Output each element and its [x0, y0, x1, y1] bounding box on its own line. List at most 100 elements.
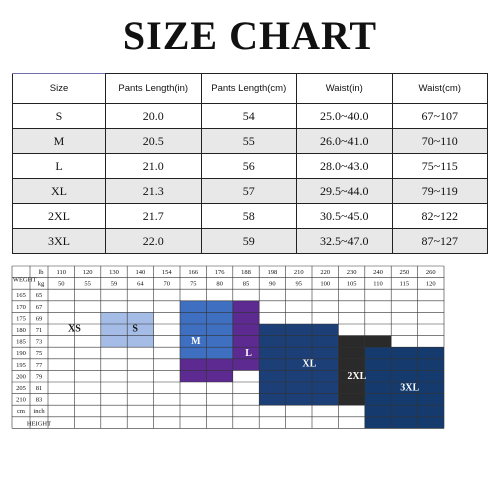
kg-value: 85 — [243, 281, 250, 288]
pants-length-cm-cell: 57 — [200, 178, 297, 204]
lb-value: 240 — [373, 269, 383, 276]
lb-value: 166 — [188, 269, 199, 276]
kg-value: 80 — [216, 281, 223, 288]
waist-in-cell: 29.5~44.0 — [296, 178, 393, 204]
size-table-header-row: Size Pants Length(in) Pants Length(cm) W… — [12, 73, 488, 104]
height-cm-value: 200 — [16, 373, 26, 380]
height-cm-value: 210 — [16, 397, 26, 404]
inch-label: inch — [33, 408, 45, 415]
height-inch-value: 75 — [36, 350, 43, 357]
kg-value: 70 — [164, 281, 171, 288]
lb-value: 198 — [268, 269, 278, 276]
size-band-label: XL — [302, 358, 316, 369]
kg-value: 120 — [426, 281, 436, 288]
size-table: Size Pants Length(in) Pants Length(cm) W… — [12, 73, 488, 254]
waist-cm-header: Waist(cm) — [391, 73, 488, 104]
pants-length-in-cell: 21.0 — [105, 153, 202, 179]
height-inch-value: 73 — [36, 339, 43, 346]
kg-value: 75 — [190, 281, 197, 288]
lb-value: 176 — [215, 269, 226, 276]
size-band-label: M — [191, 336, 201, 347]
size-band-label: 3XL — [400, 383, 419, 394]
kg-value: 64 — [137, 281, 144, 288]
waist-in-cell: 30.5~45.0 — [296, 203, 393, 229]
weight-label: WEGHT — [13, 277, 36, 284]
height-inch-value: 71 — [36, 327, 43, 334]
size-band-3xl — [364, 347, 444, 429]
pants-length-in-cell: 21.3 — [105, 178, 202, 204]
lb-value: 250 — [400, 269, 410, 276]
page-title: SIZE CHART — [122, 13, 378, 58]
height-inch-value: 83 — [36, 397, 43, 404]
waist-cm-cell: 79~119 — [391, 178, 488, 204]
height-label: HEIGHT — [27, 420, 51, 427]
size-band-label: 2XL — [347, 371, 366, 382]
pants-length-in-cell: 20.5 — [105, 128, 202, 154]
kg-value: 50 — [58, 281, 65, 288]
size-cell: M — [12, 128, 106, 154]
kg-label: kg — [38, 281, 45, 288]
waist-in-cell: 26.0~41.0 — [296, 128, 393, 154]
height-inch-value: 81 — [36, 385, 43, 392]
waist-cm-cell: 87~127 — [391, 228, 488, 254]
lb-value: 110 — [56, 269, 66, 276]
size-table-row: 2XL 21.7 58 30.5~45.0 82~122 — [12, 203, 488, 229]
height-cm-value: 165 — [16, 292, 26, 299]
height-inch-value: 77 — [36, 362, 43, 369]
height-cm-value: 205 — [16, 385, 26, 392]
waist-in-cell: 32.5~47.0 — [296, 228, 393, 254]
lb-value: 210 — [294, 269, 304, 276]
size-band-xl — [259, 324, 339, 406]
height-cm-value: 195 — [16, 362, 26, 369]
kg-value: 105 — [347, 281, 357, 288]
lb-value: 188 — [241, 269, 251, 276]
pants-length-cm-cell: 56 — [200, 153, 297, 179]
lb-value: 230 — [347, 269, 357, 276]
lb-label: lb — [38, 269, 43, 276]
kg-value: 90 — [269, 281, 276, 288]
lb-value: 260 — [426, 269, 436, 276]
pants-length-cm-cell: 55 — [200, 128, 297, 154]
kg-value: 55 — [84, 281, 91, 288]
waist-in-header: Waist(in) — [296, 73, 393, 104]
kg-value: 59 — [111, 281, 118, 288]
height-inch-value: 69 — [36, 315, 43, 322]
size-table-row: 3XL 22.0 59 32.5~47.0 87~127 — [12, 228, 488, 254]
pants-length-cm-cell: 59 — [200, 228, 297, 254]
height-cm-value: 170 — [16, 304, 26, 311]
size-cell: XL — [12, 178, 106, 204]
height-inch-value: 65 — [36, 292, 43, 299]
height-cm-value: 190 — [16, 350, 26, 357]
size-header: Size — [12, 73, 106, 104]
size-cell: L — [12, 153, 106, 179]
size-band-label: XS — [68, 323, 81, 334]
pants-length-cm-cell: 58 — [200, 203, 297, 229]
lb-value: 140 — [136, 269, 146, 276]
lb-value: 154 — [162, 269, 173, 276]
waist-in-cell: 25.0~40.0 — [296, 103, 393, 129]
pants-length-cm-header: Pants Length(cm) — [200, 73, 297, 104]
size-table-row: XL 21.3 57 29.5~44.0 79~119 — [12, 178, 488, 204]
kg-value: 100 — [320, 281, 330, 288]
kg-value: 95 — [296, 281, 303, 288]
height-cm-value: 175 — [16, 315, 26, 322]
height-cm-value: 185 — [16, 339, 26, 346]
size-table-row: L 21.0 56 28.0~43.0 75~115 — [12, 153, 488, 179]
size-band-label: S — [132, 323, 138, 334]
size-cell: 2XL — [12, 203, 106, 229]
size-band-label: L — [245, 348, 252, 359]
waist-cm-cell: 75~115 — [391, 153, 488, 179]
lb-value: 130 — [109, 269, 119, 276]
size-cell: 3XL — [12, 228, 106, 254]
height-inch-value: 79 — [36, 373, 43, 380]
kg-value: 115 — [400, 281, 410, 288]
height-inch-value: 67 — [36, 304, 43, 311]
kg-value: 110 — [373, 281, 383, 288]
lb-value: 120 — [83, 269, 93, 276]
cm-label: cm — [17, 408, 25, 415]
waist-in-cell: 28.0~43.0 — [296, 153, 393, 179]
size-table-row: M 20.5 55 26.0~41.0 70~110 — [12, 128, 488, 154]
lb-value: 220 — [320, 269, 330, 276]
